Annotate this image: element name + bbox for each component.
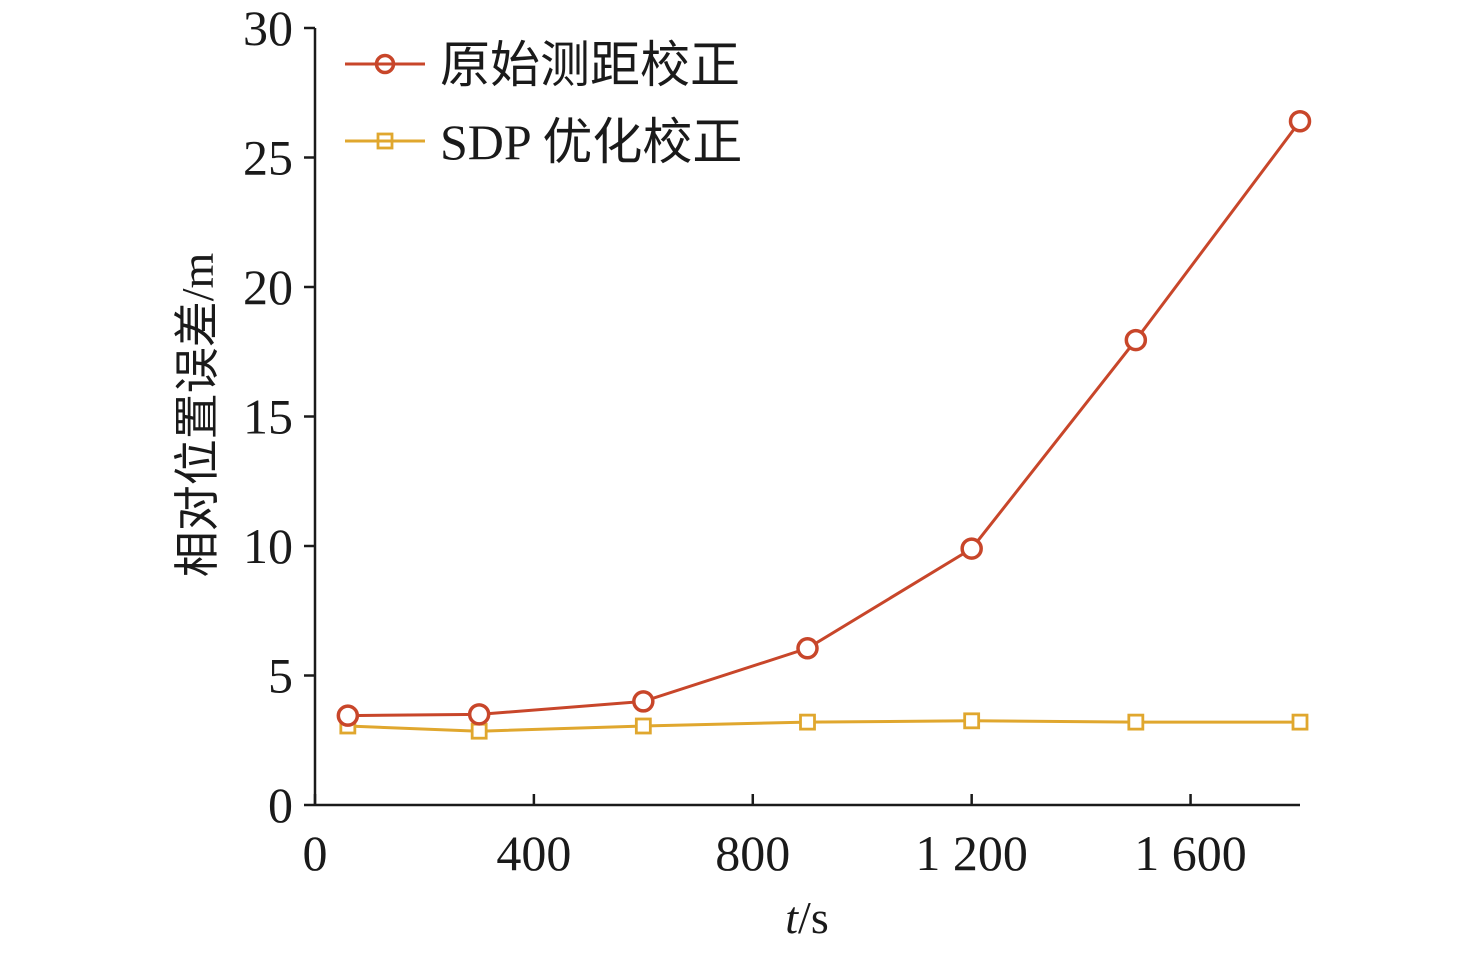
- data-point-square: [1127, 713, 1145, 731]
- data-point-square: [963, 712, 981, 730]
- data-point-square: [470, 722, 488, 740]
- x-tick-label: 0: [303, 825, 328, 881]
- x-axis-title-var: t: [785, 892, 799, 943]
- legend-item-sdp: SDP 优化校正: [345, 114, 742, 170]
- data-point-square: [1291, 713, 1309, 731]
- legend-label-sdp: SDP 优化校正: [440, 114, 742, 170]
- y-tick-label: 0: [268, 777, 293, 833]
- y-tick-label: 10: [243, 518, 293, 574]
- series-line: [347, 719, 1300, 733]
- data-point-circle: [960, 537, 983, 560]
- y-tick-label: 30: [243, 0, 293, 56]
- data-point-circle: [796, 637, 819, 660]
- data-point-square: [634, 717, 652, 735]
- x-tick-label: 800: [715, 825, 790, 881]
- x-ticks: 0 400 800 1 200 1 600: [303, 794, 1247, 881]
- legend-label-raw: 原始测距校正: [440, 37, 740, 93]
- data-point-circle: [336, 704, 360, 727]
- x-tick-label: 1 200: [915, 825, 1028, 881]
- y-axis-title: 相对位置误差/m: [172, 253, 223, 578]
- data-point-circle: [467, 703, 491, 726]
- x-axis-title-unit: /s: [798, 892, 829, 943]
- data-point-circle: [1288, 109, 1312, 133]
- x-tick-label: 1 600: [1134, 825, 1247, 881]
- series-raw-ranging: [336, 109, 1312, 727]
- legend-marker-square: [376, 132, 394, 150]
- y-tick-label: 5: [268, 648, 293, 704]
- x-tick-label: 400: [496, 825, 571, 881]
- data-point-circle: [1124, 328, 1148, 352]
- y-tick-label: 15: [243, 389, 293, 445]
- legend: 原始测距校正 SDP 优化校正: [345, 37, 742, 170]
- y-ticks: 0 5 10 15 20 25 30: [243, 0, 315, 833]
- legend-item-raw: 原始测距校正: [345, 37, 740, 93]
- series-layer: [336, 109, 1312, 740]
- y-tick-label: 20: [243, 259, 293, 315]
- y-tick-label: 25: [243, 130, 293, 186]
- x-axis-title: t/s: [785, 892, 828, 943]
- series-line: [347, 120, 1302, 718]
- legend-marker-circle: [374, 53, 396, 75]
- data-point-circle: [632, 690, 655, 713]
- data-point-square: [799, 713, 816, 731]
